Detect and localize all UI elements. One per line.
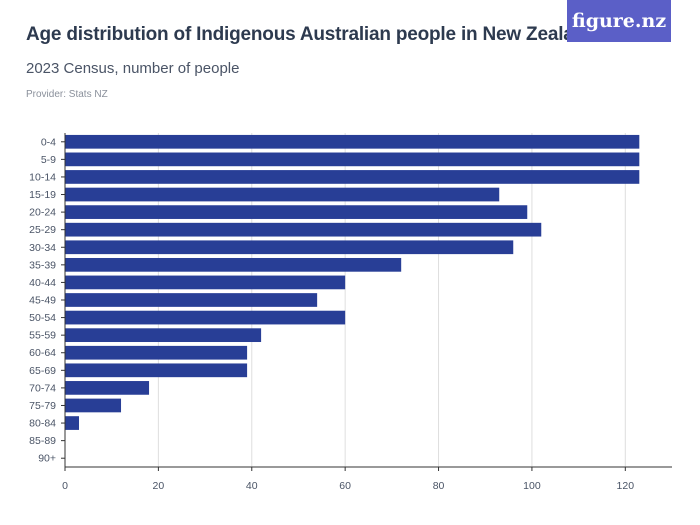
bar-50-54[interactable] — [65, 310, 346, 325]
bar-20-24[interactable] — [65, 205, 528, 219]
chart-title: Age distribution of Indigenous Australia… — [26, 24, 597, 45]
category-label: 30-34 — [29, 242, 56, 254]
category-label: 55-59 — [29, 330, 56, 342]
x-tick-label: 80 — [433, 480, 445, 492]
category-label: 45-49 — [29, 295, 56, 307]
chart-subtitle: 2023 Census, number of people — [26, 60, 240, 77]
category-label: 85-89 — [29, 435, 56, 447]
data-provider: Provider: Stats NZ — [26, 89, 108, 100]
bar-40-44[interactable] — [65, 275, 346, 290]
bar-0-4[interactable] — [65, 134, 640, 149]
bar-70-74[interactable] — [65, 381, 150, 395]
category-label: 5-9 — [41, 154, 56, 166]
category-label: 10-14 — [29, 171, 56, 183]
x-tick-label: 60 — [339, 480, 351, 492]
category-label: 35-39 — [29, 259, 56, 271]
bar-75-79[interactable] — [65, 398, 122, 413]
bar-55-59[interactable] — [65, 328, 262, 343]
category-label: 50-54 — [29, 312, 56, 324]
category-label: 60-64 — [29, 347, 56, 359]
x-tick-label: 0 — [62, 480, 68, 492]
bar-5-9[interactable] — [65, 152, 640, 167]
x-tick-label: 120 — [617, 480, 635, 492]
x-tick-label: 20 — [153, 480, 165, 492]
category-label: 80-84 — [29, 418, 56, 430]
bar-60-64[interactable] — [65, 345, 248, 360]
bar-30-34[interactable] — [65, 240, 514, 255]
category-label: 0-4 — [41, 136, 56, 148]
bar-15-19[interactable] — [65, 187, 500, 202]
bar-35-39[interactable] — [65, 257, 402, 272]
x-tick-labels: 0 20 40 60 80 100 120 — [62, 480, 634, 492]
category-label: 75-79 — [29, 400, 56, 412]
category-labels: 0-4 5-9 10-14 15-19 20-24 25-29 30-34 35-39 40-4… — [29, 136, 56, 464]
category-label: 40-44 — [29, 277, 56, 289]
bar-80-84[interactable] — [65, 416, 80, 430]
category-label: 20-24 — [29, 207, 56, 219]
category-label: 70-74 — [29, 382, 56, 394]
x-tick-label: 40 — [246, 480, 258, 492]
bar-10-14[interactable] — [65, 170, 640, 184]
bar-45-49[interactable] — [65, 293, 318, 307]
bar-25-29[interactable] — [65, 222, 542, 237]
bar-65-69[interactable] — [65, 363, 248, 378]
x-tick-label: 100 — [523, 480, 541, 492]
category-label: 65-69 — [29, 365, 56, 377]
category-label: 15-19 — [29, 189, 56, 201]
bars — [65, 134, 640, 430]
category-label: 90+ — [38, 453, 56, 465]
axes — [61, 133, 672, 471]
figure-nz-logo[interactable]: figure.nz — [567, 0, 671, 42]
category-label: 25-29 — [29, 224, 56, 236]
